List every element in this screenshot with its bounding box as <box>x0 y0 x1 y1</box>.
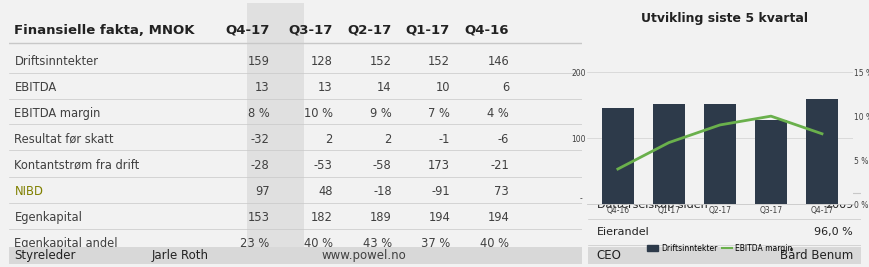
Text: EBITDA: EBITDA <box>15 81 56 94</box>
Text: NIBD: NIBD <box>15 185 43 198</box>
Text: -53: -53 <box>314 159 332 172</box>
Text: 2009: 2009 <box>824 201 852 210</box>
Text: 4 %: 4 % <box>487 107 508 120</box>
Text: www.powel.no: www.powel.no <box>322 249 406 262</box>
Text: 9 %: 9 % <box>369 107 391 120</box>
Text: -21: -21 <box>490 159 508 172</box>
Text: EBITDA margin LTM: 8,5%: EBITDA margin LTM: 8,5% <box>644 179 804 190</box>
Text: -58: -58 <box>373 159 391 172</box>
Text: -6: -6 <box>497 133 508 146</box>
Text: Driftsinntekter: Driftsinntekter <box>15 55 98 68</box>
Text: 7 %: 7 % <box>428 107 449 120</box>
Text: 152: 152 <box>428 55 449 68</box>
Text: Egenkapital: Egenkapital <box>15 211 83 224</box>
Text: Jarle Roth: Jarle Roth <box>152 249 209 262</box>
Text: -18: -18 <box>373 185 391 198</box>
Text: 73: 73 <box>494 185 508 198</box>
Text: 146: 146 <box>487 55 508 68</box>
FancyBboxPatch shape <box>587 247 860 264</box>
Text: 6: 6 <box>501 81 508 94</box>
Text: 189: 189 <box>369 211 391 224</box>
Text: 173: 173 <box>428 159 449 172</box>
Text: -1: -1 <box>438 133 449 146</box>
Text: CEO: CEO <box>596 249 620 262</box>
Text: 40 %: 40 % <box>303 237 332 250</box>
Text: 13: 13 <box>317 81 332 94</box>
Text: 13: 13 <box>255 81 269 94</box>
Text: Q2-17: Q2-17 <box>347 24 391 37</box>
Bar <box>806 99 837 204</box>
Text: 96,0 %: 96,0 % <box>813 227 852 237</box>
Text: 10 %: 10 % <box>303 107 332 120</box>
Text: Bård Benum: Bård Benum <box>779 249 852 262</box>
Text: Q4-17: Q4-17 <box>225 24 269 37</box>
Text: Datterselskap siden: Datterselskap siden <box>596 201 706 210</box>
Text: 128: 128 <box>310 55 332 68</box>
Text: Resultat før skatt: Resultat før skatt <box>15 133 114 146</box>
Bar <box>653 104 684 204</box>
Text: 2: 2 <box>325 133 332 146</box>
Text: -32: -32 <box>250 133 269 146</box>
Bar <box>601 108 633 204</box>
Text: 40 %: 40 % <box>480 237 508 250</box>
Text: -28: -28 <box>250 159 269 172</box>
Text: 2: 2 <box>384 133 391 146</box>
Text: 182: 182 <box>310 211 332 224</box>
Text: Utvikling siste 5 kvartal: Utvikling siste 5 kvartal <box>640 12 807 25</box>
Text: 159: 159 <box>248 55 269 68</box>
Text: -: - <box>579 195 581 204</box>
Text: 97: 97 <box>255 185 269 198</box>
Text: 153: 153 <box>248 211 269 224</box>
Text: -91: -91 <box>431 185 449 198</box>
Text: 8 %: 8 % <box>248 107 269 120</box>
Text: 10: 10 <box>435 81 449 94</box>
Text: EBITDA margin: EBITDA margin <box>15 107 101 120</box>
Text: Egenkapital andel: Egenkapital andel <box>15 237 118 250</box>
Text: Q4-16: Q4-16 <box>464 24 508 37</box>
Bar <box>703 104 735 204</box>
Text: Q3-17: Q3-17 <box>288 24 332 37</box>
Text: Styreleder: Styreleder <box>15 249 76 262</box>
Text: 152: 152 <box>369 55 391 68</box>
Text: 43 %: 43 % <box>362 237 391 250</box>
Text: 48: 48 <box>318 185 332 198</box>
Text: 194: 194 <box>487 211 508 224</box>
FancyBboxPatch shape <box>9 247 581 264</box>
Text: 37 %: 37 % <box>421 237 449 250</box>
Legend: Driftsinntekter, EBITDA margin: Driftsinntekter, EBITDA margin <box>643 241 795 256</box>
Text: 14: 14 <box>376 81 391 94</box>
Text: 194: 194 <box>428 211 449 224</box>
Bar <box>754 120 786 204</box>
Text: Q1-17: Q1-17 <box>406 24 449 37</box>
Text: Kontantstrøm fra drift: Kontantstrøm fra drift <box>15 159 140 172</box>
Text: Eierandel: Eierandel <box>596 227 648 237</box>
Text: Finansielle fakta, MNOK: Finansielle fakta, MNOK <box>15 24 195 37</box>
FancyBboxPatch shape <box>246 3 303 247</box>
Text: 23 %: 23 % <box>240 237 269 250</box>
